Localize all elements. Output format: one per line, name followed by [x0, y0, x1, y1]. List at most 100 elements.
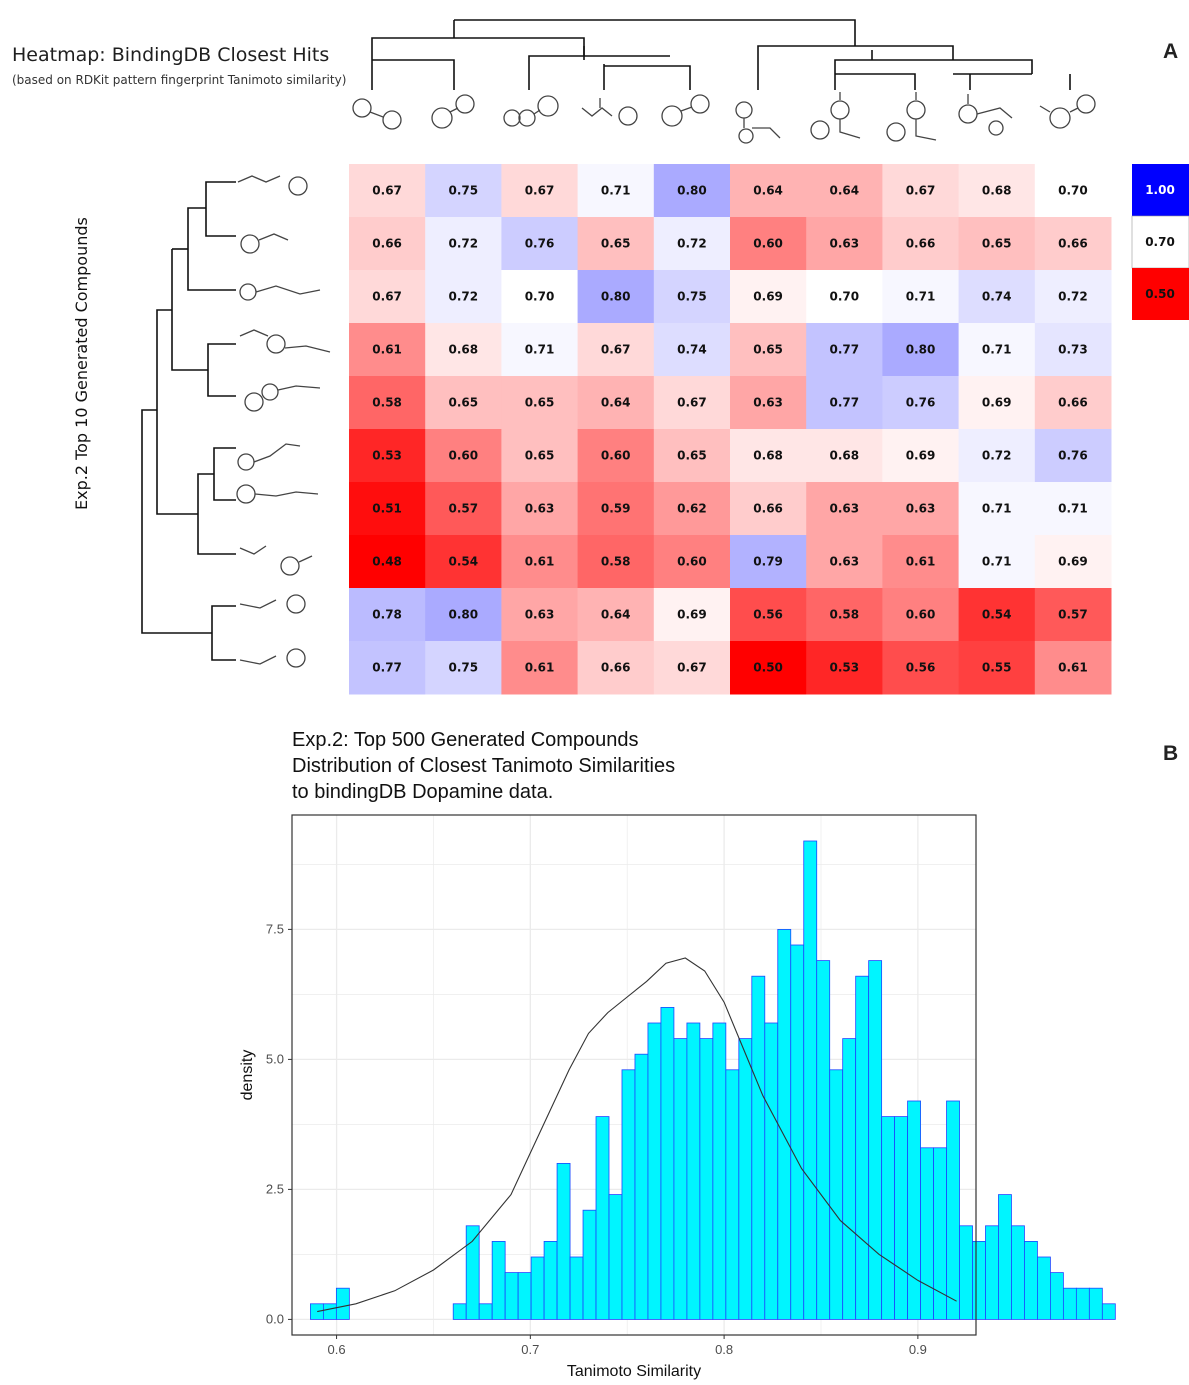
heatmap-cell — [577, 270, 655, 324]
histogram-bar — [1024, 1241, 1038, 1320]
heatmap-cell — [806, 376, 883, 430]
heatmap-cell — [501, 535, 579, 589]
heatmap-cell — [577, 588, 655, 642]
heatmap-cell — [730, 217, 807, 271]
histogram-bar — [608, 1194, 623, 1320]
heatmap-cell — [958, 535, 1036, 589]
heatmap-cell-value: 0.80 — [906, 343, 936, 357]
histogram-figure: Exp.2: Top 500 Generated Compounds Distr… — [239, 729, 1116, 1380]
heatmap-cell-value: 0.65 — [601, 237, 631, 251]
heatmap-cell-value: 0.70 — [829, 290, 859, 304]
heatmap-figure: 0.67 0.75 0.67 0.71 0.80 0.64 0.64 0.67 0.68 0.70… — [141, 19, 1189, 695]
heatmap-cell — [653, 270, 731, 324]
heatmap-cell — [425, 164, 502, 218]
heatmap-cell-value: 0.63 — [829, 237, 859, 251]
heatmap-cell-value: 0.71 — [601, 184, 631, 198]
heatmap-cell-value: 0.59 — [601, 502, 631, 516]
heatmap-cell — [806, 429, 883, 483]
heatmap-cell-value: 0.67 — [601, 343, 631, 357]
histogram-bar — [881, 1116, 896, 1320]
heatmap-cell-value: 0.50 — [753, 661, 783, 675]
histogram-bar — [1011, 1225, 1025, 1320]
heatmap-cell-value: 0.65 — [753, 343, 783, 357]
column-dendrogram — [371, 19, 1071, 90]
x-axis-ticks: 0.6 0.7 0.8 0.9 — [328, 1335, 927, 1357]
histogram-bar — [959, 1225, 973, 1320]
heatmap-cell-value: 0.71 — [525, 343, 555, 357]
histogram-bar — [595, 1116, 610, 1320]
row-dendrogram — [141, 181, 236, 661]
heatmap-cell — [653, 641, 731, 695]
heatmap-cell-value: 0.65 — [982, 237, 1012, 251]
heatmap-cell-value: 0.75 — [448, 184, 478, 198]
heatmap-cell — [349, 535, 426, 589]
heatmap-cell-value: 0.71 — [982, 502, 1012, 516]
heatmap-cell-value: 0.58 — [372, 396, 402, 410]
heatmap-cell — [577, 535, 655, 589]
histogram-bar — [816, 960, 831, 1320]
histogram-bar — [491, 1241, 506, 1320]
heatmap-cell-value: 0.61 — [525, 661, 555, 675]
heatmap-cell — [1034, 535, 1112, 589]
heatmap-cell-value: 0.54 — [982, 608, 1012, 622]
heatmap-cell — [349, 429, 426, 483]
heatmap-cell — [806, 217, 883, 271]
heatmap-cell — [1034, 217, 1112, 271]
histogram-bar — [868, 960, 883, 1320]
histogram-bar — [530, 1256, 545, 1320]
histogram-bar — [1101, 1303, 1116, 1320]
heatmap-cell-value: 0.72 — [448, 237, 478, 251]
heatmap-cell-value: 0.60 — [753, 237, 783, 251]
heatmap-cell — [882, 588, 960, 642]
histogram-bar — [582, 1209, 597, 1320]
heatmap-cell — [882, 429, 960, 483]
heatmap-cell — [349, 164, 426, 218]
heatmap-cell-value: 0.67 — [372, 290, 402, 304]
legend-label-low: 0.50 — [1145, 287, 1175, 301]
heatmap-cell — [730, 588, 807, 642]
histogram-title-line-2: Distribution of Closest Tanimoto Similar… — [292, 755, 675, 777]
histogram-bar — [777, 928, 792, 1320]
heatmap-cell-value: 0.67 — [525, 184, 555, 198]
heatmap-cell-value: 0.53 — [829, 661, 859, 675]
histogram-bar — [985, 1225, 999, 1320]
heatmap-cell-value: 0.74 — [982, 290, 1012, 304]
heatmap-cell — [349, 588, 426, 642]
heatmap-cell-value: 0.66 — [753, 502, 783, 516]
histogram-bar — [1088, 1287, 1103, 1320]
heatmap-cell — [882, 376, 960, 430]
heatmap-cell-value: 0.77 — [829, 343, 859, 357]
heatmap-cell — [425, 270, 502, 324]
heatmap-cell-value: 0.56 — [906, 661, 936, 675]
heatmap-cell — [730, 535, 807, 589]
heatmap-cell-value: 0.62 — [677, 502, 707, 516]
heatmap-cell-value: 0.76 — [1058, 449, 1088, 463]
y-tick-label: 0.0 — [266, 1311, 284, 1326]
heatmap-cell-value: 0.69 — [982, 396, 1012, 410]
heatmap-cell-value: 0.79 — [753, 555, 783, 569]
heatmap-cell-value: 0.60 — [677, 555, 707, 569]
heatmap-cell — [730, 641, 807, 695]
heatmap-cell — [958, 482, 1036, 536]
histogram-bar — [634, 1053, 649, 1320]
histogram-bar — [907, 1100, 921, 1320]
heatmap-cell — [882, 482, 960, 536]
heatmap-cell — [653, 323, 731, 377]
histogram-bar — [556, 1162, 571, 1320]
heatmap-cell-value: 0.68 — [448, 343, 478, 357]
heatmap-grid: 0.67 0.75 0.67 0.71 0.80 0.64 0.64 0.67 0.68 0.70… — [349, 164, 1112, 695]
heatmap-cell — [577, 217, 655, 271]
heatmap-cell — [958, 376, 1036, 430]
histogram-bar — [829, 1069, 844, 1320]
heatmap-cell-value: 0.75 — [677, 290, 707, 304]
heatmap-cell — [653, 535, 731, 589]
y-axis-ticks: 0.0 2.5 5.0 7.5 — [266, 921, 292, 1326]
histogram-bar — [452, 1303, 467, 1320]
heatmap-cell — [1034, 376, 1112, 430]
histogram-bar — [725, 1069, 740, 1320]
heatmap-cell-value: 0.70 — [1058, 184, 1088, 198]
heatmap-cell — [425, 482, 502, 536]
heatmap-cell-value: 0.66 — [1058, 396, 1088, 410]
heatmap-cell-value: 0.57 — [1058, 608, 1088, 622]
heatmap-cell-value: 0.64 — [829, 184, 859, 198]
